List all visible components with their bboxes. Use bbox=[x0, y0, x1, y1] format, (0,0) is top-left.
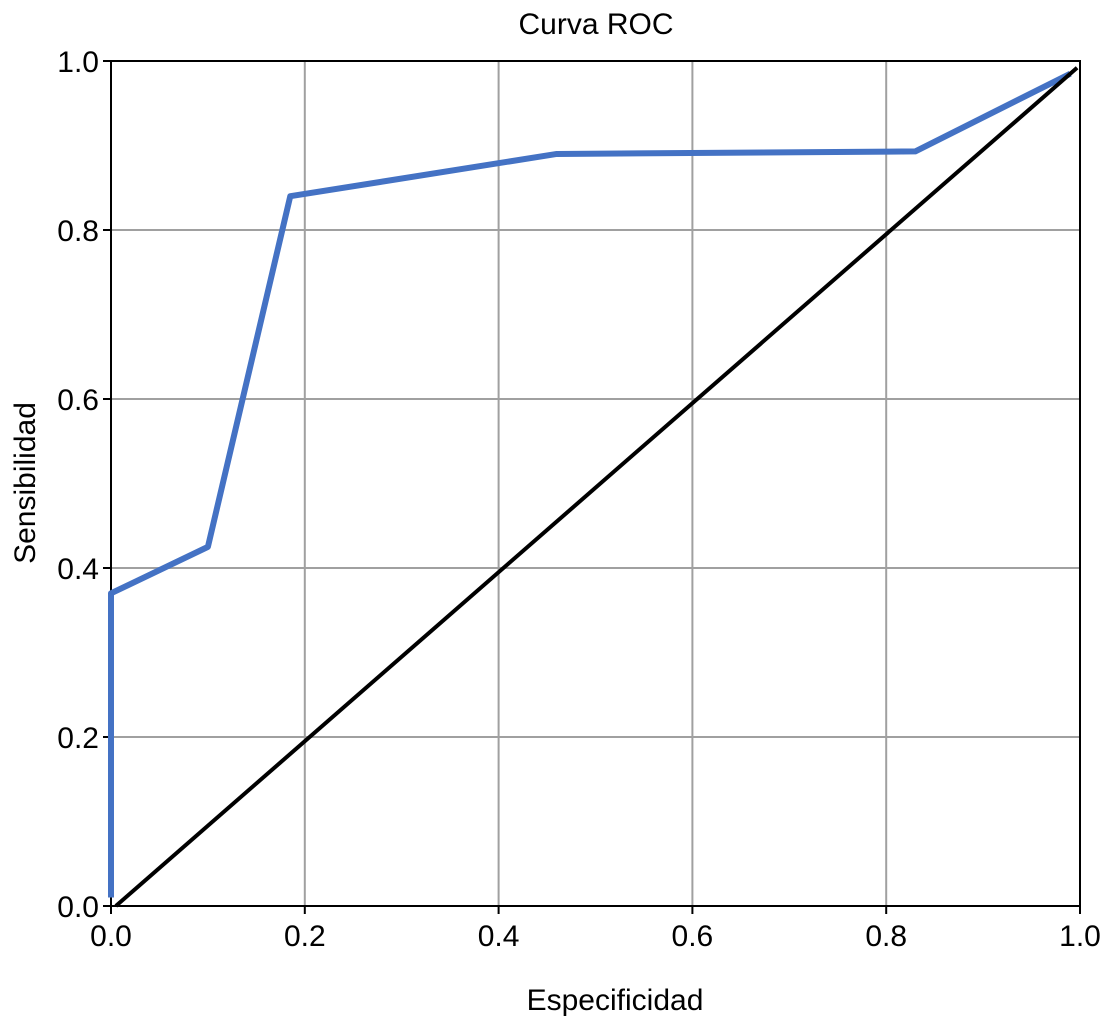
x-tick-label: 1.0 bbox=[1059, 920, 1101, 953]
y-tick-label: 0.8 bbox=[57, 215, 99, 248]
x-tick-label: 0.6 bbox=[672, 920, 714, 953]
grid bbox=[111, 61, 1080, 906]
x-tick-label: 0.0 bbox=[90, 920, 132, 953]
x-axis-label: Especificidad bbox=[527, 984, 704, 1017]
y-tick-label: 1.0 bbox=[57, 46, 99, 79]
x-tick-label: 0.8 bbox=[865, 920, 907, 953]
y-tick-label: 0.0 bbox=[57, 891, 99, 924]
chart-title: Curva ROC bbox=[518, 8, 673, 41]
plot-frame bbox=[111, 61, 1080, 906]
series bbox=[111, 68, 1077, 906]
y-axis-label: Sensibilidad bbox=[9, 402, 42, 564]
y-tick-label: 0.2 bbox=[57, 722, 99, 755]
x-tick-label: 0.2 bbox=[284, 920, 326, 953]
y-tick-label: 0.4 bbox=[57, 553, 99, 586]
x-tick-label: 0.4 bbox=[478, 920, 520, 953]
y-tick-label: 0.6 bbox=[57, 384, 99, 417]
reference-diagonal-line bbox=[116, 68, 1077, 906]
